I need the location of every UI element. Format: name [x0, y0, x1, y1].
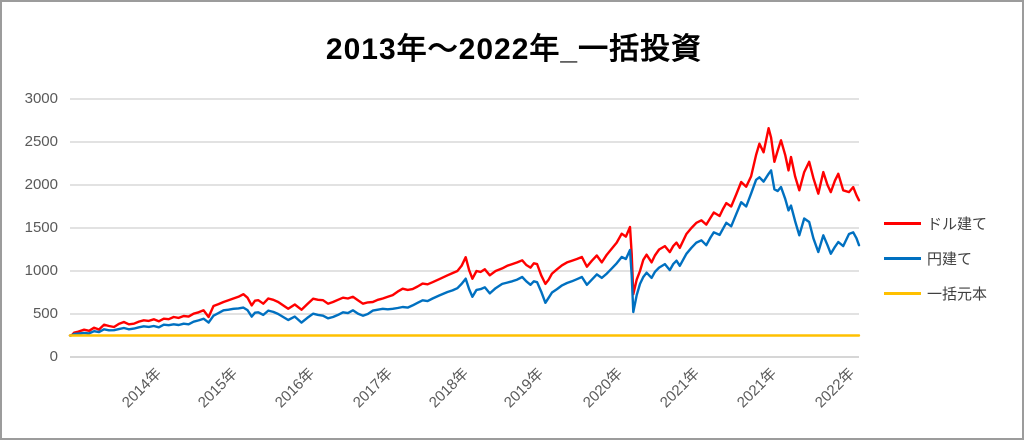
jpy-series-line — [68, 169, 861, 337]
y-axis-tick-label: 500 — [32, 305, 58, 322]
jpy-series-label: 円建て — [927, 251, 973, 268]
legend: ドル建て 円建て 一括元本 — [884, 206, 987, 311]
legend-item-principal: 一括元本 — [884, 276, 987, 311]
y-axis-tick-label: 3000 — [24, 90, 58, 107]
usd-series-swatch — [884, 222, 921, 225]
jpy-series-swatch — [884, 257, 921, 260]
usd-series-label: ドル建て — [927, 216, 988, 233]
legend-item-jpy: 円建て — [884, 241, 987, 276]
y-axis-tick-label: 0 — [49, 348, 58, 365]
y-axis-tick-label: 2000 — [24, 176, 58, 193]
principal-series-swatch — [884, 292, 921, 295]
y-axis-tick-label: 1000 — [24, 262, 58, 279]
chart-title: 2013年～2022年_一括投資 — [325, 33, 703, 66]
usd-series-line — [68, 126, 861, 337]
legend-item-usd: ドル建て — [884, 206, 987, 241]
y-axis-tick-label: 1500 — [24, 219, 58, 236]
y-axis-tick-label: 2500 — [24, 133, 58, 150]
principal-series-label: 一括元本 — [927, 286, 988, 303]
